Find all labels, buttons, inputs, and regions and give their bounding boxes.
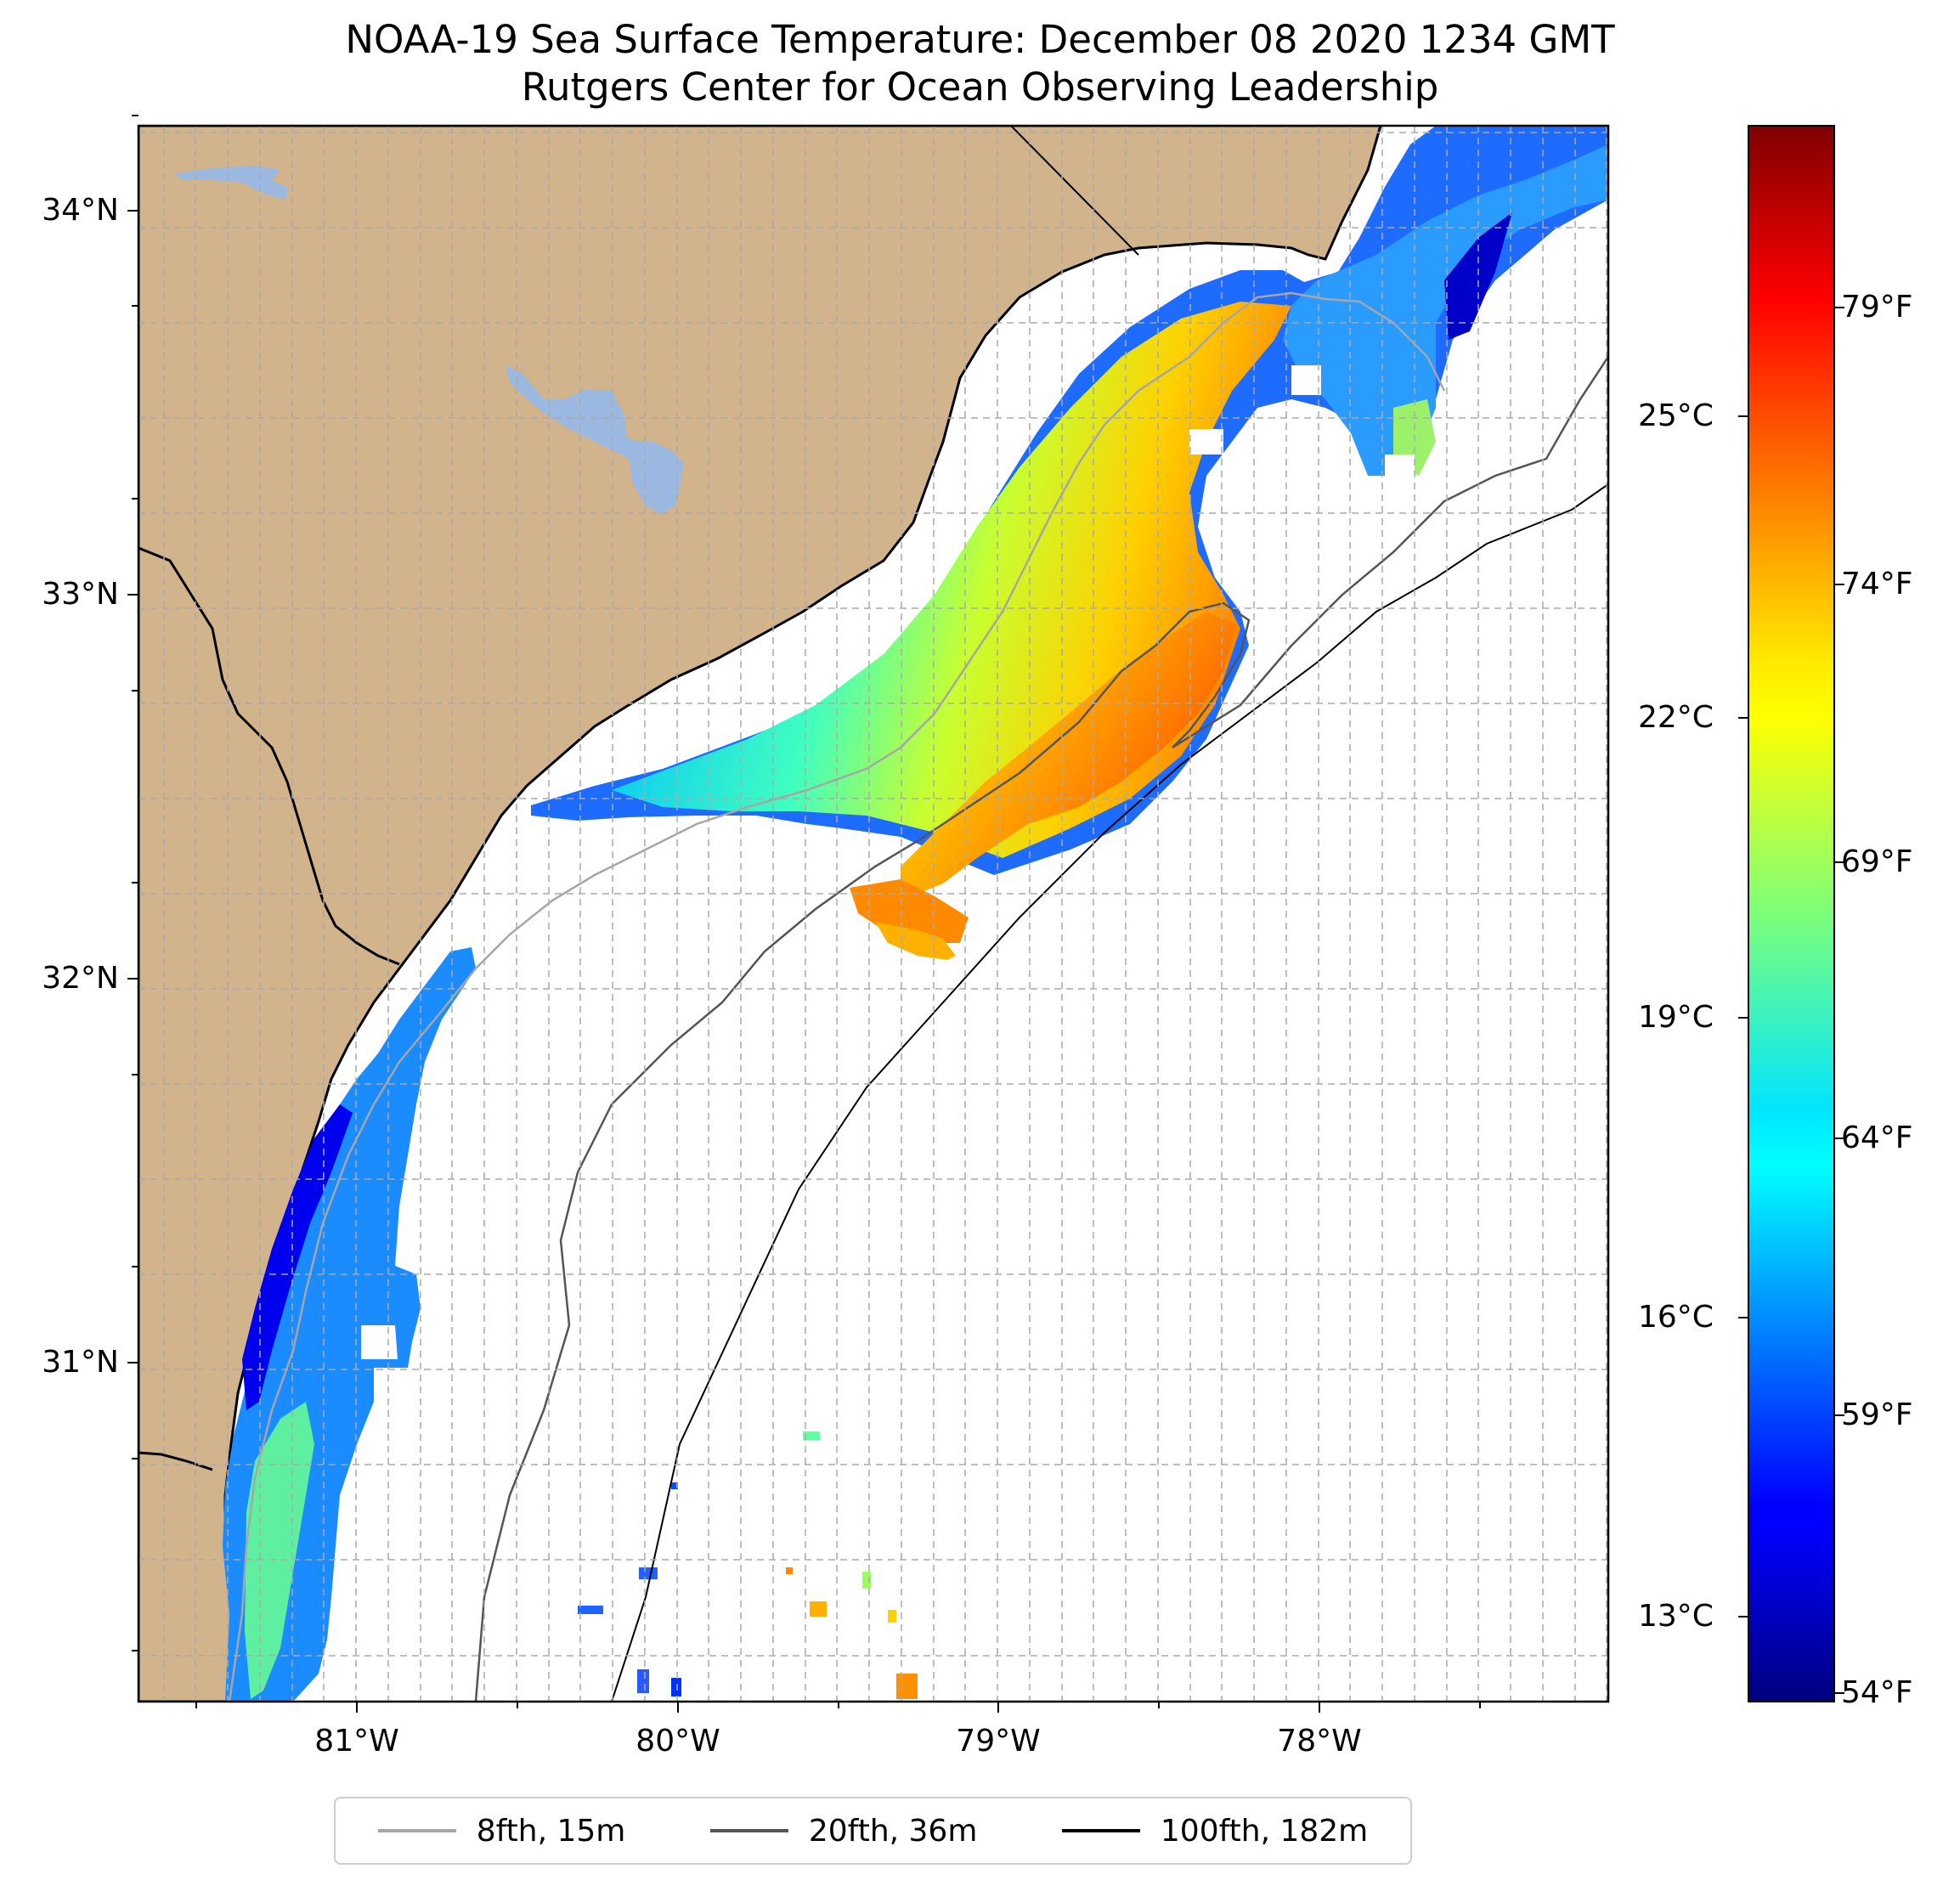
colorbar-ticks <box>1738 307 1844 1694</box>
colorbar-celsius-label: 16°C <box>1638 1300 1714 1335</box>
land-mass <box>138 126 1382 1702</box>
lon-tick-label: 80°W <box>635 1724 720 1759</box>
lat-tick-label: 31°N <box>42 1345 119 1380</box>
colorbar-fahrenheit-label: 64°F <box>1841 1121 1913 1155</box>
legend-item-8fth: 8fth, 15m <box>377 1813 626 1849</box>
state-border <box>1010 126 1139 256</box>
legend-label: 8fth, 15m <box>476 1813 626 1849</box>
lake-moultrie <box>506 365 684 514</box>
lat-tick-label: 34°N <box>42 193 119 228</box>
colorbar-fahrenheit-label: 79°F <box>1841 290 1913 325</box>
lat-tick-label: 33°N <box>42 577 119 612</box>
lat-tick-label: 32°N <box>42 961 119 996</box>
gridlines <box>138 126 1608 1702</box>
state-border-ga-sc <box>138 546 400 966</box>
legend-line-light-gray <box>377 1829 456 1832</box>
map-tick-marks <box>127 115 1481 1713</box>
colorbar-celsius-label: 19°C <box>1638 1000 1714 1035</box>
legend-item-100fth: 100fth, 182m <box>1061 1813 1369 1849</box>
state-border-ga-fl <box>138 1451 213 1471</box>
lon-tick-label: 79°W <box>956 1724 1041 1759</box>
isobath-20fth <box>474 356 1608 1702</box>
legend-line-black <box>1061 1829 1140 1832</box>
map-title: NOAA-19 Sea Surface Temperature: Decembe… <box>345 17 1615 62</box>
colorbar-celsius-label: 22°C <box>1638 700 1714 735</box>
isobath-8fth <box>228 291 1446 1702</box>
map-area <box>138 126 1608 1702</box>
colorbar-fahrenheit-label: 74°F <box>1841 567 1913 601</box>
sst-swath <box>223 126 1608 1702</box>
colorbar-celsius-label: 25°C <box>1638 398 1714 433</box>
colorbar-fahrenheit-label: 54°F <box>1841 1675 1913 1710</box>
lon-tick-label: 78°W <box>1277 1724 1362 1759</box>
colorbar-fahrenheit-label: 59°F <box>1841 1397 1913 1432</box>
legend-label: 20fth, 36m <box>808 1813 978 1849</box>
legend-label: 100fth, 182m <box>1160 1813 1369 1849</box>
colorbar-gradient <box>1748 125 1835 1702</box>
legend-line-dark-gray <box>709 1829 788 1832</box>
lon-tick-label: 81°W <box>314 1724 399 1759</box>
map-frame <box>137 124 1610 1703</box>
map-subtitle: Rutgers Center for Ocean Observing Leade… <box>521 65 1439 110</box>
colorbar-fahrenheit-label: 69°F <box>1841 844 1913 879</box>
colorbar-celsius-label: 13°C <box>1638 1599 1714 1634</box>
isobath-legend: 8fth, 15m 20fth, 36m 100fth, 182m <box>334 1797 1412 1865</box>
legend-item-20fth: 20fth, 36m <box>709 1813 978 1849</box>
